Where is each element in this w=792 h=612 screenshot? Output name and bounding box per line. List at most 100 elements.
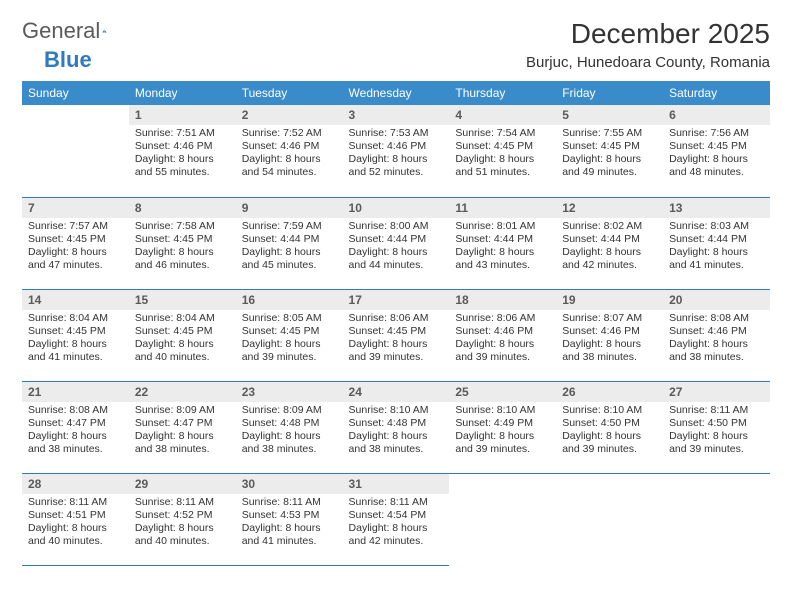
day-info: Sunrise: 8:08 AMSunset: 4:46 PMDaylight:… [663, 310, 770, 369]
day-info: Sunrise: 7:51 AMSunset: 4:46 PMDaylight:… [129, 125, 236, 184]
day-number: 23 [236, 382, 343, 402]
month-title: December 2025 [526, 18, 770, 50]
day-number: 18 [449, 290, 556, 310]
calendar-day-cell: . [449, 473, 556, 565]
day-number: 27 [663, 382, 770, 402]
calendar-week-row: 7Sunrise: 7:57 AMSunset: 4:45 PMDaylight… [22, 197, 770, 289]
day-number: 2 [236, 105, 343, 125]
day-info: Sunrise: 8:06 AMSunset: 4:46 PMDaylight:… [449, 310, 556, 369]
calendar-day-cell: 3Sunrise: 7:53 AMSunset: 4:46 PMDaylight… [343, 105, 450, 197]
title-block: December 2025 Burjuc, Hunedoara County, … [526, 18, 770, 71]
day-info: Sunrise: 8:04 AMSunset: 4:45 PMDaylight:… [129, 310, 236, 369]
calendar-week-row: .1Sunrise: 7:51 AMSunset: 4:46 PMDayligh… [22, 105, 770, 197]
calendar-day-cell: 23Sunrise: 8:09 AMSunset: 4:48 PMDayligh… [236, 381, 343, 473]
day-info: Sunrise: 8:11 AMSunset: 4:52 PMDaylight:… [129, 494, 236, 553]
day-number: 19 [556, 290, 663, 310]
day-info: Sunrise: 8:10 AMSunset: 4:49 PMDaylight:… [449, 402, 556, 461]
day-info: Sunrise: 8:08 AMSunset: 4:47 PMDaylight:… [22, 402, 129, 461]
weekday-header: Tuesday [236, 81, 343, 105]
calendar-day-cell: 5Sunrise: 7:55 AMSunset: 4:45 PMDaylight… [556, 105, 663, 197]
calendar-day-cell: . [556, 473, 663, 565]
weekday-header: Wednesday [343, 81, 450, 105]
day-info: Sunrise: 7:54 AMSunset: 4:45 PMDaylight:… [449, 125, 556, 184]
day-number: 8 [129, 198, 236, 218]
calendar-day-cell: 9Sunrise: 7:59 AMSunset: 4:44 PMDaylight… [236, 197, 343, 289]
calendar-day-cell: 30Sunrise: 8:11 AMSunset: 4:53 PMDayligh… [236, 473, 343, 565]
weekday-header: Saturday [663, 81, 770, 105]
calendar-day-cell: 14Sunrise: 8:04 AMSunset: 4:45 PMDayligh… [22, 289, 129, 381]
calendar-day-cell: 16Sunrise: 8:05 AMSunset: 4:45 PMDayligh… [236, 289, 343, 381]
day-number: 4 [449, 105, 556, 125]
day-info: Sunrise: 7:53 AMSunset: 4:46 PMDaylight:… [343, 125, 450, 184]
day-info: Sunrise: 7:58 AMSunset: 4:45 PMDaylight:… [129, 218, 236, 277]
day-info: Sunrise: 7:55 AMSunset: 4:45 PMDaylight:… [556, 125, 663, 184]
day-number: 1 [129, 105, 236, 125]
day-info: Sunrise: 8:11 AMSunset: 4:51 PMDaylight:… [22, 494, 129, 553]
day-info: Sunrise: 7:52 AMSunset: 4:46 PMDaylight:… [236, 125, 343, 184]
calendar-day-cell: 22Sunrise: 8:09 AMSunset: 4:47 PMDayligh… [129, 381, 236, 473]
day-info: Sunrise: 8:09 AMSunset: 4:47 PMDaylight:… [129, 402, 236, 461]
calendar-day-cell: 7Sunrise: 7:57 AMSunset: 4:45 PMDaylight… [22, 197, 129, 289]
brand-word-blue: Blue [44, 47, 92, 72]
day-number: 20 [663, 290, 770, 310]
calendar-week-row: 21Sunrise: 8:08 AMSunset: 4:47 PMDayligh… [22, 381, 770, 473]
day-info: Sunrise: 7:56 AMSunset: 4:45 PMDaylight:… [663, 125, 770, 184]
day-number: 15 [129, 290, 236, 310]
calendar-day-cell: 21Sunrise: 8:08 AMSunset: 4:47 PMDayligh… [22, 381, 129, 473]
day-info: Sunrise: 8:05 AMSunset: 4:45 PMDaylight:… [236, 310, 343, 369]
weekday-header: Sunday [22, 81, 129, 105]
calendar-day-cell: 11Sunrise: 8:01 AMSunset: 4:44 PMDayligh… [449, 197, 556, 289]
weekday-header: Monday [129, 81, 236, 105]
day-number: 25 [449, 382, 556, 402]
day-number: 6 [663, 105, 770, 125]
calendar-day-cell: 24Sunrise: 8:10 AMSunset: 4:48 PMDayligh… [343, 381, 450, 473]
day-number: 24 [343, 382, 450, 402]
day-number: 12 [556, 198, 663, 218]
weekday-header: Friday [556, 81, 663, 105]
calendar-day-cell: 27Sunrise: 8:11 AMSunset: 4:50 PMDayligh… [663, 381, 770, 473]
day-info: Sunrise: 8:07 AMSunset: 4:46 PMDaylight:… [556, 310, 663, 369]
day-number: 21 [22, 382, 129, 402]
day-info: Sunrise: 8:11 AMSunset: 4:53 PMDaylight:… [236, 494, 343, 553]
day-number: 26 [556, 382, 663, 402]
day-info: Sunrise: 8:11 AMSunset: 4:50 PMDaylight:… [663, 402, 770, 461]
calendar-day-cell: 17Sunrise: 8:06 AMSunset: 4:45 PMDayligh… [343, 289, 450, 381]
calendar-day-cell: 15Sunrise: 8:04 AMSunset: 4:45 PMDayligh… [129, 289, 236, 381]
day-info: Sunrise: 8:10 AMSunset: 4:50 PMDaylight:… [556, 402, 663, 461]
calendar-day-cell: 8Sunrise: 7:58 AMSunset: 4:45 PMDaylight… [129, 197, 236, 289]
calendar-day-cell: 26Sunrise: 8:10 AMSunset: 4:50 PMDayligh… [556, 381, 663, 473]
day-info: Sunrise: 8:02 AMSunset: 4:44 PMDaylight:… [556, 218, 663, 277]
calendar-day-cell: . [22, 105, 129, 197]
day-number: 7 [22, 198, 129, 218]
calendar-day-cell: 18Sunrise: 8:06 AMSunset: 4:46 PMDayligh… [449, 289, 556, 381]
day-info: Sunrise: 8:01 AMSunset: 4:44 PMDaylight:… [449, 218, 556, 277]
day-info: Sunrise: 7:59 AMSunset: 4:44 PMDaylight:… [236, 218, 343, 277]
day-info: Sunrise: 8:00 AMSunset: 4:44 PMDaylight:… [343, 218, 450, 277]
day-info: Sunrise: 7:57 AMSunset: 4:45 PMDaylight:… [22, 218, 129, 277]
calendar-day-cell: 10Sunrise: 8:00 AMSunset: 4:44 PMDayligh… [343, 197, 450, 289]
calendar-day-cell: 19Sunrise: 8:07 AMSunset: 4:46 PMDayligh… [556, 289, 663, 381]
day-number: 9 [236, 198, 343, 218]
day-number: 22 [129, 382, 236, 402]
calendar-day-cell: 25Sunrise: 8:10 AMSunset: 4:49 PMDayligh… [449, 381, 556, 473]
day-info: Sunrise: 8:10 AMSunset: 4:48 PMDaylight:… [343, 402, 450, 461]
calendar-day-cell: . [663, 473, 770, 565]
weekday-header: Thursday [449, 81, 556, 105]
calendar-day-cell: 2Sunrise: 7:52 AMSunset: 4:46 PMDaylight… [236, 105, 343, 197]
day-info: Sunrise: 8:11 AMSunset: 4:54 PMDaylight:… [343, 494, 450, 553]
day-number: 11 [449, 198, 556, 218]
calendar-week-row: 14Sunrise: 8:04 AMSunset: 4:45 PMDayligh… [22, 289, 770, 381]
weekday-header-row: Sunday Monday Tuesday Wednesday Thursday… [22, 81, 770, 105]
day-number: 5 [556, 105, 663, 125]
calendar-day-cell: 31Sunrise: 8:11 AMSunset: 4:54 PMDayligh… [343, 473, 450, 565]
brand-sail-icon [102, 21, 107, 41]
day-number: 16 [236, 290, 343, 310]
calendar-day-cell: 6Sunrise: 7:56 AMSunset: 4:45 PMDaylight… [663, 105, 770, 197]
day-number: 13 [663, 198, 770, 218]
day-number: 3 [343, 105, 450, 125]
calendar-table: Sunday Monday Tuesday Wednesday Thursday… [22, 81, 770, 566]
day-info: Sunrise: 8:04 AMSunset: 4:45 PMDaylight:… [22, 310, 129, 369]
day-number: 31 [343, 474, 450, 494]
day-info: Sunrise: 8:06 AMSunset: 4:45 PMDaylight:… [343, 310, 450, 369]
calendar-day-cell: 13Sunrise: 8:03 AMSunset: 4:44 PMDayligh… [663, 197, 770, 289]
